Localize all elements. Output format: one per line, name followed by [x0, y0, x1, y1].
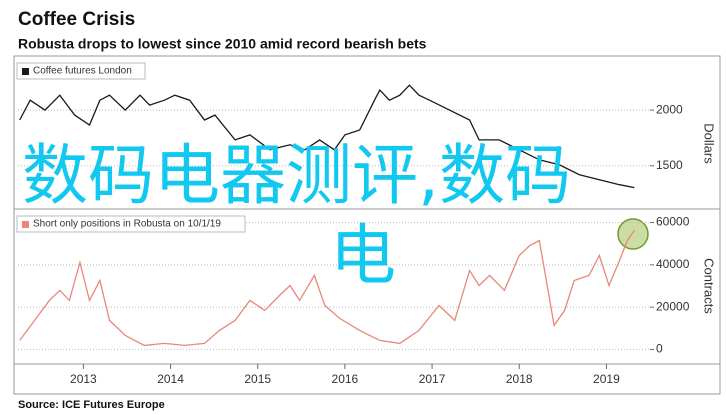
y-tick-label: 40000 — [656, 257, 690, 271]
legend-box — [16, 215, 246, 233]
legend-box — [16, 62, 146, 80]
overlay-text: 电 — [330, 217, 396, 294]
x-tick-label: 2014 — [157, 372, 184, 386]
x-tick-label: 2013 — [70, 372, 97, 386]
y-axis-label: Dollars — [702, 123, 717, 164]
x-tick-label: 2018 — [506, 372, 533, 386]
source: Source: ICE Futures Europe — [18, 399, 165, 411]
y-tick-label: 2000 — [656, 102, 683, 116]
y-tick-label: 0 — [656, 342, 663, 356]
series-line — [19, 84, 635, 189]
overlay-text: 数码电器测评,数码 — [22, 137, 571, 214]
frame — [13, 55, 721, 395]
x-tick-label: 2017 — [419, 372, 446, 386]
series-line — [19, 230, 635, 347]
legend-swatch — [22, 221, 29, 228]
chart-title: Coffee Crisis — [18, 9, 135, 30]
y-tick-label: 1500 — [656, 158, 683, 172]
legend-label: Coffee futures London — [33, 66, 132, 77]
legend-swatch — [22, 68, 29, 75]
y-tick-label: 60000 — [656, 215, 690, 229]
y-axis-label: Contracts — [702, 258, 717, 314]
chart-subtitle: Robusta drops to lowest since 2010 amid … — [18, 36, 427, 52]
legend: Short only positions in Robusta on 10/1/… — [16, 215, 246, 233]
legend-label: Short only positions in Robusta on 10/1/… — [33, 219, 221, 230]
x-tick-label: 2019 — [593, 372, 620, 386]
highlight-circle — [617, 218, 649, 250]
y-tick-label: 20000 — [656, 299, 690, 313]
legend: Coffee futures London — [16, 62, 146, 80]
x-tick-label: 2016 — [332, 372, 359, 386]
x-tick-label: 2015 — [244, 372, 271, 386]
